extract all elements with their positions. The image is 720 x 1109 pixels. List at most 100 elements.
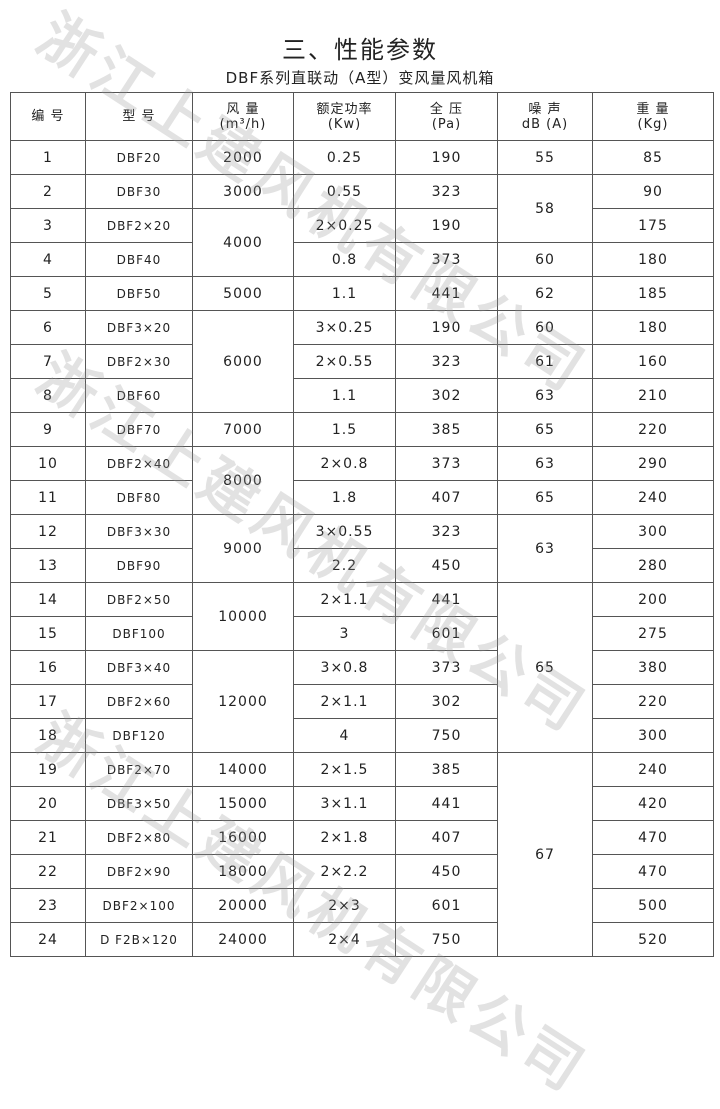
cell-weight: 240 <box>592 480 714 515</box>
cell-power: 2×0.25 <box>293 208 396 243</box>
cell-noise: 60 <box>497 242 593 277</box>
header-label: 全 压 <box>429 101 464 117</box>
cell-noise: 65 <box>497 582 593 753</box>
header-noise: 噪 声 dB (A) <box>497 92 593 141</box>
cell-power: 2×0.55 <box>293 344 396 379</box>
header-unit: (Pa) <box>431 116 462 132</box>
header-label: 噪 声 <box>528 101 562 117</box>
cell-weight: 90 <box>592 174 714 209</box>
cell-pressure: 373 <box>395 650 498 685</box>
cell-model: DBF2×90 <box>85 854 193 889</box>
table-subtitle: DBF系列直联动（A型）变风量风机箱 <box>225 69 495 87</box>
cell-power: 2×0.8 <box>293 446 396 481</box>
cell-pressure: 302 <box>395 378 498 413</box>
cell-model: DBF2×50 <box>85 582 193 617</box>
table-row: 14 DBF2×50 10000 2×1.1 441 65 200 <box>10 582 714 753</box>
table-row: 24 D F2B×120 24000 2×4 750 520 <box>10 922 714 957</box>
cell-no: 23 <box>10 888 86 923</box>
table-row: 23 DBF2×100 20000 2×3 601 500 <box>10 888 714 923</box>
cell-no: 10 <box>10 446 86 481</box>
header-label: 风 量 <box>226 101 260 117</box>
cell-model: DBF70 <box>85 412 193 447</box>
table-row: 5 DBF50 5000 1.1 441 62 185 <box>10 276 714 311</box>
table-row: 7 DBF2×30 2×0.55 323 61 160 <box>10 344 714 379</box>
cell-flow: 4000 <box>192 208 294 277</box>
cell-weight: 240 <box>592 752 714 787</box>
cell-no: 22 <box>10 854 86 889</box>
cell-pressure: 601 <box>395 616 498 651</box>
cell-power: 1.5 <box>293 412 396 447</box>
cell-noise: 63 <box>497 378 593 413</box>
header-label: 编 号 <box>31 109 65 124</box>
cell-noise: 62 <box>497 276 593 311</box>
cell-no: 8 <box>10 378 86 413</box>
cell-pressure: 190 <box>395 140 498 175</box>
cell-pressure: 407 <box>395 480 498 515</box>
cell-flow: 24000 <box>192 922 294 957</box>
header-no: 编 号 <box>10 92 86 141</box>
cell-model: DBF80 <box>85 480 193 515</box>
cell-flow: 5000 <box>192 276 294 311</box>
cell-model: DBF40 <box>85 242 193 277</box>
table-row: 11 DBF80 1.8 407 65 240 <box>10 480 714 515</box>
cell-power: 4 <box>293 718 396 753</box>
cell-pressure: 750 <box>395 922 498 957</box>
header-row: 编 号型 号风 量 (m³/h) 额定功率 (Kw) 全 压 (Pa) 噪 声 dB (A) 重… <box>10 92 714 141</box>
cell-pressure: 190 <box>395 310 498 345</box>
cell-model: DBF3×20 <box>85 310 193 345</box>
cell-pressure: 385 <box>395 412 498 447</box>
table-row: 2 DBF30 3000 0.55 323 58 90 <box>10 174 714 243</box>
cell-flow: 8000 <box>192 446 294 515</box>
cell-model: DBF3×50 <box>85 786 193 821</box>
table-row: 1 DBF20 2000 0.25 190 55 85 <box>10 140 714 175</box>
header-unit: dB (A) <box>521 116 569 132</box>
cell-model: DBF90 <box>85 548 193 583</box>
cell-model: DBF2×100 <box>85 888 193 923</box>
cell-pressure: 190 <box>395 208 498 243</box>
cell-weight: 500 <box>592 888 714 923</box>
cell-no: 21 <box>10 820 86 855</box>
cell-model: DBF20 <box>85 140 193 175</box>
cell-weight: 160 <box>592 344 714 379</box>
cell-model: DBF2×60 <box>85 684 193 719</box>
cell-weight: 180 <box>592 242 714 277</box>
cell-no: 1 <box>10 140 86 175</box>
cell-power: 3×0.25 <box>293 310 396 345</box>
cell-pressure: 373 <box>395 446 498 481</box>
cell-flow: 6000 <box>192 310 294 413</box>
cell-flow: 9000 <box>192 514 294 583</box>
cell-no: 12 <box>10 514 86 549</box>
table-row: 20 DBF3×50 15000 3×1.1 441 420 <box>10 786 714 821</box>
cell-power: 3 <box>293 616 396 651</box>
cell-model: DBF30 <box>85 174 193 209</box>
table-row: 21 DBF2×80 16000 2×1.8 407 470 <box>10 820 714 855</box>
cell-pressure: 441 <box>395 582 498 617</box>
cell-weight: 180 <box>592 310 714 345</box>
cell-no: 2 <box>10 174 86 209</box>
cell-no: 15 <box>10 616 86 651</box>
page-title: 三、性能参数 <box>282 36 438 64</box>
cell-pressure: 450 <box>395 548 498 583</box>
cell-power: 2×3 <box>293 888 396 923</box>
cell-pressure: 323 <box>395 344 498 379</box>
cell-weight: 300 <box>592 718 714 753</box>
table-row: 4 DBF40 0.8 373 60 180 <box>10 242 714 277</box>
cell-no: 3 <box>10 208 86 243</box>
cell-pressure: 441 <box>395 786 498 821</box>
cell-weight: 85 <box>592 140 714 175</box>
cell-model: DBF100 <box>85 616 193 651</box>
cell-weight: 220 <box>592 684 714 719</box>
cell-pressure: 601 <box>395 888 498 923</box>
table-row: 8 DBF60 1.1 302 63 210 <box>10 378 714 413</box>
cell-noise: 63 <box>497 446 593 481</box>
cell-model: DBF60 <box>85 378 193 413</box>
cell-power: 3×1.1 <box>293 786 396 821</box>
cell-noise: 61 <box>497 344 593 379</box>
cell-weight: 175 <box>592 208 714 243</box>
cell-flow: 12000 <box>192 650 294 753</box>
table-row: 10 DBF2×40 8000 2×0.8 373 63 290 <box>10 446 714 515</box>
cell-flow: 2000 <box>192 140 294 175</box>
cell-model: DBF2×30 <box>85 344 193 379</box>
header-pressure: 全 压 (Pa) <box>395 92 498 141</box>
cell-no: 11 <box>10 480 86 515</box>
